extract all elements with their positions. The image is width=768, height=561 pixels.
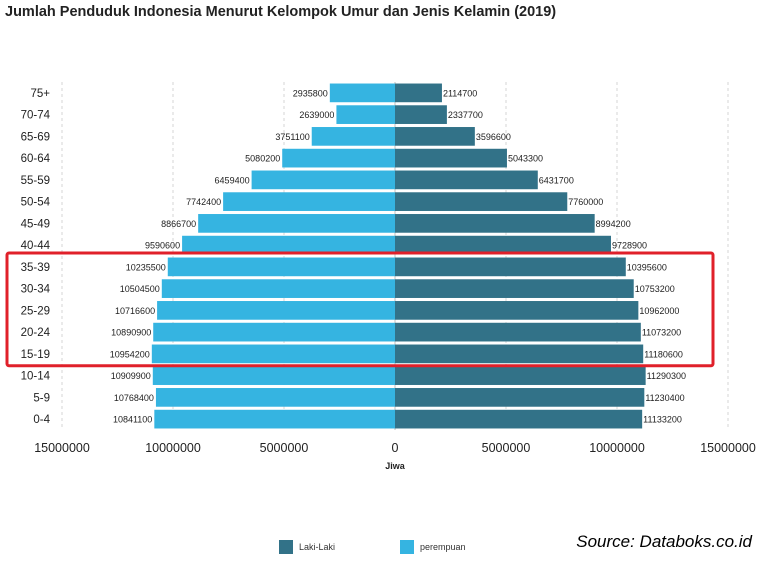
- bar-perempuan-20-24: [153, 322, 395, 342]
- bar-perempuan-65-69: [311, 127, 395, 146]
- bar-laki-laki-60-64: [395, 148, 507, 168]
- data-label-laki-laki-30-34: 10753200: [635, 284, 675, 294]
- category-label-30-34: 30-34: [21, 284, 51, 296]
- bar-laki-laki-20-24: [395, 322, 641, 342]
- data-label-perempuan-40-44: 9590600: [145, 241, 180, 251]
- bar-laki-laki-75+: [395, 83, 442, 103]
- bar-perempuan-50-54: [223, 192, 395, 211]
- category-label-5-9: 5-9: [33, 392, 50, 404]
- category-label-65-69: 65-69: [21, 131, 50, 143]
- source-credit: Source: Databoks.co.id: [576, 532, 752, 551]
- x-tick-label-3: 0: [392, 441, 399, 455]
- category-label-70-74: 70-74: [21, 110, 51, 122]
- category-label-0-4: 0-4: [33, 414, 50, 426]
- bar-perempuan-10-14: [152, 366, 395, 385]
- bar-perempuan-30-34: [161, 279, 395, 298]
- x-tick-label-5: 10000000: [589, 441, 645, 455]
- bar-laki-laki-35-39: [395, 257, 626, 277]
- bar-laki-laki-40-44: [395, 235, 611, 255]
- legend-swatch-perempuan: [400, 540, 414, 554]
- data-label-perempuan-20-24: 10890900: [111, 328, 151, 338]
- category-label-60-64: 60-64: [21, 153, 51, 165]
- category-label-50-54: 50-54: [21, 197, 51, 209]
- category-label-10-14: 10-14: [21, 371, 51, 383]
- data-label-laki-laki-50-54: 7760000: [568, 197, 603, 207]
- data-label-laki-laki-25-29: 10962000: [639, 306, 679, 316]
- bar-laki-laki-55-59: [395, 170, 538, 190]
- data-label-perempuan-25-29: 10716600: [115, 306, 155, 316]
- bar-perempuan-60-64: [282, 148, 395, 168]
- x-tick-label-0: 15000000: [34, 441, 90, 455]
- data-label-perempuan-60-64: 5080200: [245, 154, 280, 164]
- legend-label-laki-laki: Laki-Laki: [299, 542, 336, 552]
- x-tick-label-4: 5000000: [482, 441, 531, 455]
- data-label-laki-laki-20-24: 11073200: [642, 328, 681, 338]
- data-label-laki-laki-55-59: 6431700: [539, 175, 574, 185]
- data-label-perempuan-0-4: 10841100: [113, 415, 152, 425]
- data-label-laki-laki-10-14: 11290300: [647, 371, 686, 381]
- bar-perempuan-70-74: [336, 105, 395, 124]
- bar-laki-laki-10-14: [395, 366, 646, 385]
- bar-perempuan-35-39: [167, 257, 395, 277]
- data-label-perempuan-35-39: 10235500: [126, 262, 166, 272]
- data-label-laki-laki-15-19: 11180600: [644, 349, 683, 359]
- data-label-perempuan-50-54: 7742400: [186, 197, 221, 207]
- data-label-laki-laki-0-4: 11133200: [643, 415, 682, 425]
- category-label-40-44: 40-44: [21, 240, 51, 252]
- bar-perempuan-55-59: [251, 170, 395, 190]
- data-label-laki-laki-65-69: 3596600: [476, 132, 511, 142]
- bar-laki-laki-25-29: [395, 301, 639, 320]
- data-label-perempuan-10-14: 10909900: [111, 371, 151, 381]
- legend-swatch-laki-laki: [279, 540, 293, 554]
- category-label-45-49: 45-49: [21, 218, 50, 230]
- data-label-laki-laki-70-74: 2337700: [448, 110, 483, 120]
- bar-laki-laki-0-4: [395, 409, 643, 429]
- bar-laki-laki-30-34: [395, 279, 634, 298]
- bar-laki-laki-45-49: [395, 214, 595, 233]
- category-label-55-59: 55-59: [21, 175, 50, 187]
- bar-perempuan-5-9: [155, 388, 395, 407]
- data-label-laki-laki-5-9: 11230400: [645, 393, 684, 403]
- category-label-20-24: 20-24: [21, 327, 51, 339]
- bar-perempuan-0-4: [154, 409, 395, 429]
- bar-perempuan-15-19: [151, 344, 395, 364]
- data-label-perempuan-5-9: 10768400: [114, 393, 154, 403]
- highlight-box: [5, 251, 715, 368]
- data-label-perempuan-70-74: 2639000: [299, 110, 334, 120]
- bar-laki-laki-65-69: [395, 127, 475, 146]
- legend-item-laki-laki[interactable]: Laki-Laki: [279, 540, 335, 554]
- data-label-laki-laki-40-44: 9728900: [612, 241, 647, 251]
- data-label-perempuan-30-34: 10504500: [120, 284, 160, 294]
- x-tick-label-1: 10000000: [145, 441, 201, 455]
- data-label-perempuan-65-69: 3751100: [275, 132, 309, 142]
- bar-perempuan-75+: [329, 83, 395, 103]
- data-label-laki-laki-75+: 2114700: [443, 88, 477, 98]
- data-label-perempuan-45-49: 8866700: [161, 219, 196, 229]
- category-label-25-29: 25-29: [21, 305, 50, 317]
- bar-perempuan-45-49: [198, 214, 395, 233]
- data-label-laki-laki-60-64: 5043300: [508, 154, 543, 164]
- bar-laki-laki-15-19: [395, 344, 644, 364]
- data-label-perempuan-55-59: 6459400: [215, 175, 250, 185]
- chart-title: Jumlah Penduduk Indonesia Menurut Kelomp…: [5, 4, 557, 20]
- legend-label-perempuan: perempuan: [420, 542, 466, 552]
- category-label-35-39: 35-39: [21, 262, 50, 274]
- bar-laki-laki-70-74: [395, 105, 447, 124]
- bar-perempuan-25-29: [157, 301, 395, 320]
- bar-perempuan-40-44: [182, 235, 395, 255]
- x-tick-label-6: 15000000: [700, 441, 756, 455]
- x-axis-title: Jiwa: [385, 461, 406, 471]
- data-label-perempuan-15-19: 10954200: [110, 349, 150, 359]
- data-label-perempuan-75+: 2935800: [293, 88, 328, 98]
- bar-laki-laki-50-54: [395, 192, 568, 211]
- legend-item-perempuan[interactable]: perempuan: [400, 540, 466, 554]
- category-label-15-19: 15-19: [21, 349, 50, 361]
- category-label-75+: 75+: [30, 88, 50, 100]
- x-tick-label-2: 5000000: [260, 441, 309, 455]
- bar-laki-laki-5-9: [395, 388, 645, 407]
- data-label-laki-laki-35-39: 10395600: [627, 262, 667, 272]
- data-label-laki-laki-45-49: 8994200: [596, 219, 631, 229]
